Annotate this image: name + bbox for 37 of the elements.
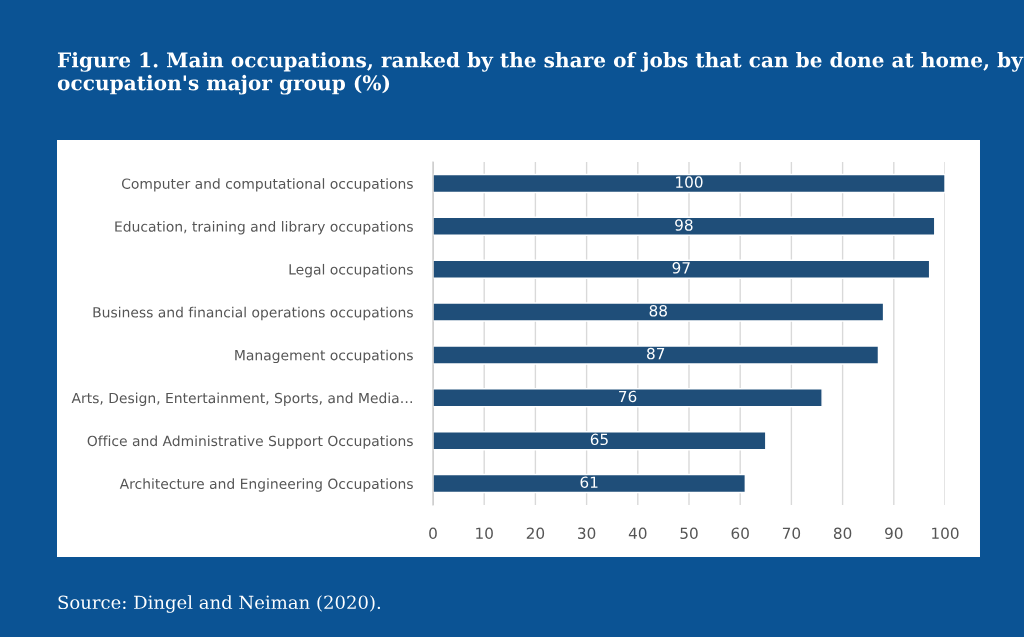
data-label: 100 (676, 176, 703, 188)
y-tick-label: Business and financial operations occupations (93, 306, 413, 321)
x-tick-label: 70 (782, 527, 801, 540)
y-tick-label: Architecture and Engineering Occupations (119, 478, 413, 492)
chart-title: Figure 1. Main occupations, ranked by the share of jobs that can be done at home, by occupation's major group (%) (57, 52, 1024, 95)
bar (433, 430, 767, 451)
x-tick-label: 40 (628, 527, 647, 540)
y-tick-label: Management occupations (235, 349, 413, 364)
x-tick-label: 80 (833, 527, 852, 540)
y-tick-label: Legal occupations (289, 263, 413, 278)
x-tick-label: 10 (476, 527, 493, 540)
x-tick-label: 30 (578, 527, 596, 540)
bar (433, 216, 936, 237)
x-tick-label: 0 (429, 527, 437, 540)
bar (433, 259, 931, 279)
bar (433, 173, 945, 194)
data-label: 97 (672, 262, 690, 274)
x-tick-label: 50 (680, 527, 698, 540)
data-label: 76 (619, 390, 637, 403)
bar (433, 345, 880, 365)
data-label: 61 (580, 476, 598, 488)
bar (433, 388, 823, 408)
data-label: 98 (675, 219, 693, 231)
y-tick-label: Arts, Design, Entertainment, Sports, and Media… (71, 392, 412, 406)
x-tick-label: 60 (731, 527, 749, 540)
y-tick-label: Education, training and library occupations (115, 221, 413, 235)
x-tick-label: 100 (932, 527, 959, 540)
x-tick-label: 90 (885, 527, 903, 540)
source-note: Source: Dingel and Neiman (2020). (58, 595, 381, 613)
data-label: 88 (649, 304, 667, 317)
y-tick-label: Computer and computational occupations (121, 178, 413, 192)
bar (433, 473, 747, 494)
bar (433, 302, 885, 322)
data-label: 65 (590, 433, 608, 446)
x-tick-label: 20 (526, 527, 545, 540)
data-label: 87 (647, 347, 665, 360)
y-tick-label: Office and Administrative Support Occupations (87, 435, 413, 449)
